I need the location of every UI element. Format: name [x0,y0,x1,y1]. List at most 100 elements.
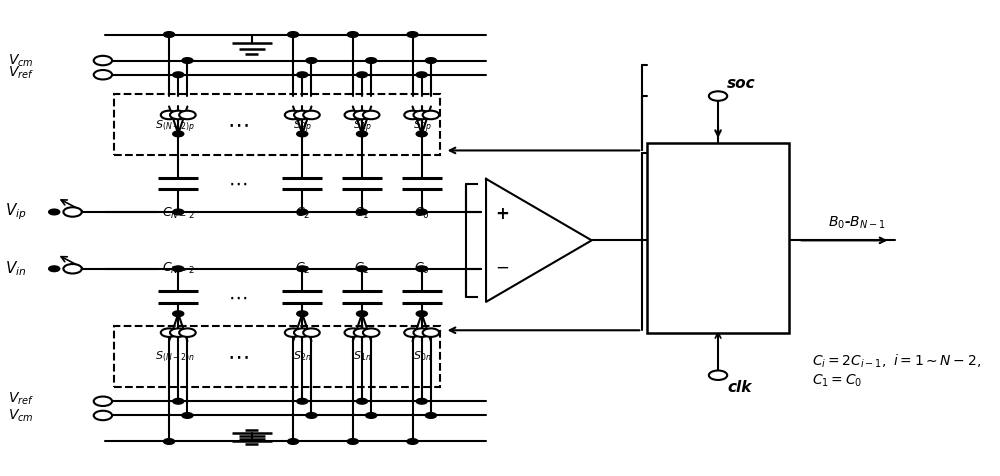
Text: $C_i=2C_{i-1},\ i=1\sim N-2,$
$C_1=C_0$: $C_i=2C_{i-1},\ i=1\sim N-2,$ $C_1=C_0$ [812,352,981,388]
Circle shape [356,266,368,272]
Circle shape [356,398,368,404]
Circle shape [413,328,430,337]
Text: $\cdots$: $\cdots$ [228,288,248,307]
Circle shape [347,32,358,37]
Text: $C_1$: $C_1$ [354,261,370,277]
Circle shape [356,72,368,78]
Text: $C_0$: $C_0$ [414,261,430,277]
Circle shape [416,398,427,404]
Text: Logic: Logic [691,248,745,266]
Circle shape [303,328,320,337]
Text: clk: clk [727,380,752,395]
Circle shape [294,328,311,337]
Circle shape [363,328,379,337]
Circle shape [356,209,368,215]
Circle shape [297,311,308,317]
Circle shape [285,111,301,119]
Circle shape [94,397,112,406]
Circle shape [288,439,299,444]
Circle shape [404,328,421,337]
Circle shape [366,413,377,418]
Circle shape [179,328,196,337]
Text: $C_0$: $C_0$ [414,206,430,221]
Circle shape [173,209,184,215]
Circle shape [306,413,317,418]
Text: $\cdots$: $\cdots$ [227,114,249,134]
Circle shape [345,328,361,337]
Circle shape [182,58,193,63]
Circle shape [356,131,368,137]
Circle shape [297,209,308,215]
Circle shape [404,111,421,119]
Circle shape [297,266,308,272]
Text: $C_2$: $C_2$ [295,261,310,277]
Text: $C_2$: $C_2$ [295,206,310,221]
Text: $V_{ref}$: $V_{ref}$ [8,391,34,407]
Circle shape [356,311,368,317]
Circle shape [407,439,418,444]
Circle shape [366,58,377,63]
Polygon shape [486,179,592,302]
Circle shape [425,413,436,418]
Circle shape [416,72,427,78]
Circle shape [161,328,177,337]
Circle shape [297,398,308,404]
Text: $S_{(N-2)n}$: $S_{(N-2)n}$ [155,349,195,364]
Circle shape [425,58,436,63]
Text: $C_1$: $C_1$ [354,206,370,221]
Circle shape [306,58,317,63]
Text: $C_{N-2}$: $C_{N-2}$ [162,206,195,221]
Circle shape [709,91,727,101]
Text: $B_0$-$B_{N-1}$: $B_0$-$B_{N-1}$ [828,215,886,231]
Text: $S_{2n}$: $S_{2n}$ [293,349,311,363]
Circle shape [170,111,187,119]
Circle shape [297,131,308,137]
Circle shape [363,111,379,119]
Circle shape [294,111,311,119]
Text: soc: soc [727,76,756,91]
Circle shape [164,32,175,37]
Circle shape [49,209,60,215]
Circle shape [285,328,301,337]
Circle shape [94,56,112,65]
Circle shape [407,32,418,37]
Text: $S_{0p}$: $S_{0p}$ [413,119,431,135]
Circle shape [173,266,184,272]
Text: $S_{1n}$: $S_{1n}$ [353,349,371,363]
Text: $\cdots$: $\cdots$ [228,174,248,193]
Text: $S_{1p}$: $S_{1p}$ [353,119,371,135]
Circle shape [161,111,177,119]
Circle shape [288,32,299,37]
Circle shape [297,72,308,78]
Circle shape [413,111,430,119]
Circle shape [94,411,112,420]
Text: $C_{N-2}$: $C_{N-2}$ [162,261,195,277]
Circle shape [709,370,727,380]
Text: $V_{in}$: $V_{in}$ [5,259,27,278]
Circle shape [173,72,184,78]
Circle shape [416,266,427,272]
Circle shape [49,266,60,272]
Circle shape [423,111,439,119]
Circle shape [354,328,370,337]
Circle shape [170,328,187,337]
Circle shape [182,413,193,418]
Circle shape [63,264,82,274]
Text: $V_{cm}$: $V_{cm}$ [8,407,34,424]
Circle shape [173,131,184,137]
Circle shape [345,111,361,119]
Circle shape [164,439,175,444]
Text: $-$: $-$ [495,258,509,276]
Text: $\cdots$: $\cdots$ [227,347,249,367]
Circle shape [416,131,427,137]
FancyBboxPatch shape [647,143,789,333]
Text: +: + [495,205,509,223]
Text: SAR: SAR [698,210,738,228]
Circle shape [173,398,184,404]
Text: $S_{0n}$: $S_{0n}$ [413,349,431,363]
Circle shape [179,111,196,119]
Circle shape [173,311,184,317]
Text: $V_{ip}$: $V_{ip}$ [5,202,27,222]
Text: $V_{cm}$: $V_{cm}$ [8,52,34,69]
Circle shape [94,70,112,79]
